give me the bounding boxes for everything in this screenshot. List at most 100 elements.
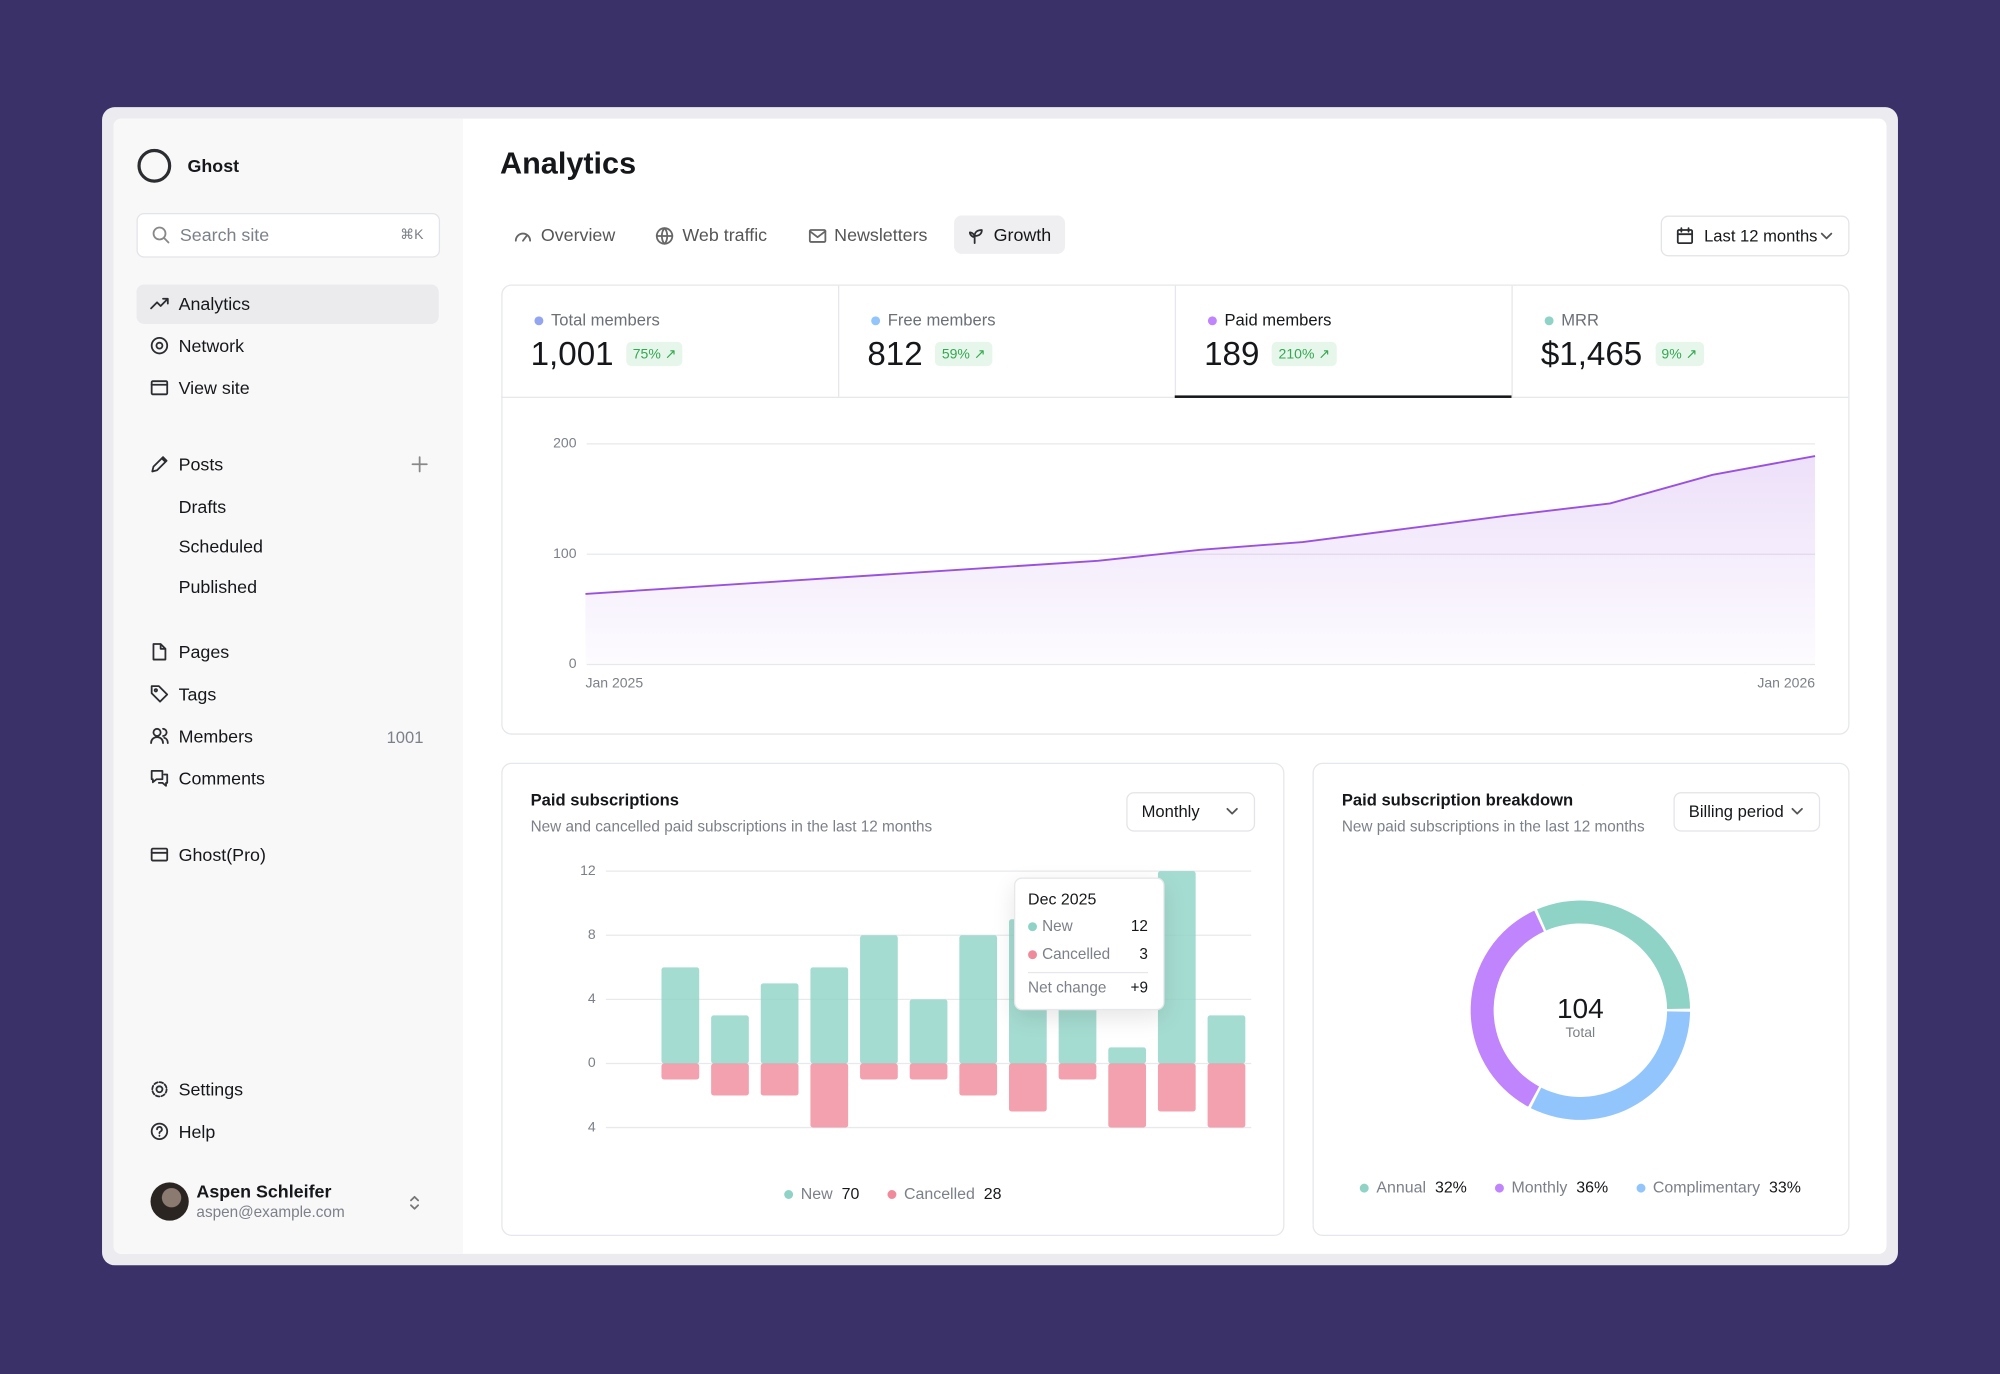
icon-web [655, 227, 674, 245]
legend-value: 32% [1434, 1178, 1467, 1197]
nav-item[interactable]: Tags [178, 683, 217, 705]
chevron [1820, 232, 1833, 240]
nav-subitem[interactable]: Drafts [178, 496, 227, 517]
stat-change-text: 59% [941, 346, 970, 363]
bar [661, 967, 700, 1064]
bar-legend: New 70 Cancelled 28 [784, 1184, 1002, 1203]
stat-label: Total members [534, 310, 682, 329]
bar [711, 1015, 749, 1064]
stat[interactable]: Total members 1,001 75% ↗ [530, 310, 683, 374]
nav-item[interactable]: Members [178, 725, 254, 747]
brand: Ghost [187, 155, 240, 177]
line [585, 455, 1816, 595]
icon-site [150, 380, 169, 396]
stat-change-text: 75% [632, 346, 661, 363]
user-name: Aspen Schleifer [196, 1181, 332, 1202]
tab[interactable]: Growth [993, 224, 1052, 245]
divider [838, 285, 840, 397]
nav-item[interactable]: Pages [178, 641, 230, 662]
icon-overview [514, 232, 532, 242]
legend-item: Cancelled 28 [887, 1184, 1002, 1203]
active-stat-underline [1174, 395, 1512, 398]
icon-mail [808, 229, 827, 243]
legend-dot [1636, 1183, 1646, 1193]
stat-value: 1,001 [530, 334, 614, 373]
stat-label: MRR [1544, 310, 1704, 329]
stat-change: 210% ↗ [1272, 341, 1337, 367]
add-post[interactable] [410, 455, 429, 474]
tooltip-title: Dec 2025 [1028, 890, 1097, 909]
area-fill [585, 456, 1816, 665]
nav-item[interactable]: Analytics [178, 293, 251, 314]
tooltip-value: 12 [1130, 917, 1148, 935]
bar [959, 935, 998, 1064]
tab[interactable]: Web traffic [682, 224, 768, 245]
nav-item[interactable]: Network [178, 335, 245, 356]
icon-pro [150, 847, 169, 862]
bar [909, 999, 948, 1064]
tab[interactable]: Overview [540, 224, 616, 245]
tooltip-dot [1028, 950, 1037, 960]
tooltip-net-value: +9 [1130, 978, 1148, 997]
nav-subitem[interactable]: Scheduled [178, 535, 263, 557]
y-tick-label: 200 [553, 435, 577, 451]
stat-value: 189 [1204, 334, 1260, 373]
period-value: Monthly [1141, 801, 1200, 821]
user-menu[interactable] [405, 1193, 424, 1212]
avatar [150, 1182, 189, 1221]
shortcut: ⌘K [400, 227, 424, 243]
icon-tags [150, 685, 169, 703]
legend-dot [1359, 1183, 1369, 1193]
tab[interactable]: Newsletters [834, 224, 928, 245]
tooltip-label: New [1042, 917, 1073, 935]
stat-change-text: 210% [1278, 346, 1315, 363]
stat[interactable]: MRR $1,465 9% ↗ [1541, 310, 1704, 374]
stat[interactable]: Paid members 189 210% ↗ [1204, 310, 1337, 374]
stat[interactable]: Free members 812 59% ↗ [867, 310, 996, 374]
y-tick-label: 8 [588, 926, 596, 942]
bar [1108, 1063, 1147, 1128]
nav-item[interactable]: Ghost(Pro) [178, 844, 266, 865]
nav-item[interactable]: Settings [178, 1079, 244, 1100]
stat-change: 59% ↗ [935, 341, 992, 367]
bar [661, 1063, 700, 1080]
search-icon [152, 226, 170, 244]
stat-label: Free members [871, 310, 996, 329]
bar [760, 983, 799, 1064]
y-tick-label: 4 [588, 990, 596, 1006]
stat-dot [534, 316, 544, 326]
card-subtitle: New paid subscriptions in the last 12 mo… [1341, 817, 1645, 836]
y-tick-label: 4 [588, 1118, 596, 1134]
y-tick-label: 12 [580, 862, 596, 878]
nav-item[interactable]: Posts [178, 454, 224, 475]
bar [909, 1063, 948, 1080]
logo [137, 148, 172, 183]
billing-value: Billing period [1688, 801, 1784, 821]
nav-item[interactable]: View site [178, 377, 250, 398]
nav-item[interactable]: Comments [178, 767, 265, 789]
bar [860, 935, 898, 1064]
nav-item[interactable]: Help [178, 1121, 216, 1142]
bar [860, 1063, 898, 1080]
legend-total: 28 [983, 1184, 1002, 1203]
bar [1058, 1063, 1097, 1080]
tooltip-net-label: Net change [1028, 978, 1107, 997]
bar [711, 1063, 749, 1096]
bar [810, 1063, 849, 1128]
legend-label: New [800, 1184, 833, 1203]
nav-subitem[interactable]: Published [178, 576, 258, 597]
nav-active [136, 284, 439, 324]
bar [959, 1063, 998, 1096]
bar [1207, 1015, 1246, 1064]
stat-change-text: 9% [1661, 346, 1682, 363]
members-count: 1001 [386, 727, 424, 747]
legend-item: Complimentary 33% [1636, 1179, 1801, 1196]
stat-label-text: Total members [551, 309, 660, 330]
donut-total: 104 [1556, 992, 1604, 1025]
search-box[interactable] [136, 213, 441, 258]
stat-value: 812 [867, 334, 923, 373]
legend-dot [1494, 1183, 1504, 1193]
